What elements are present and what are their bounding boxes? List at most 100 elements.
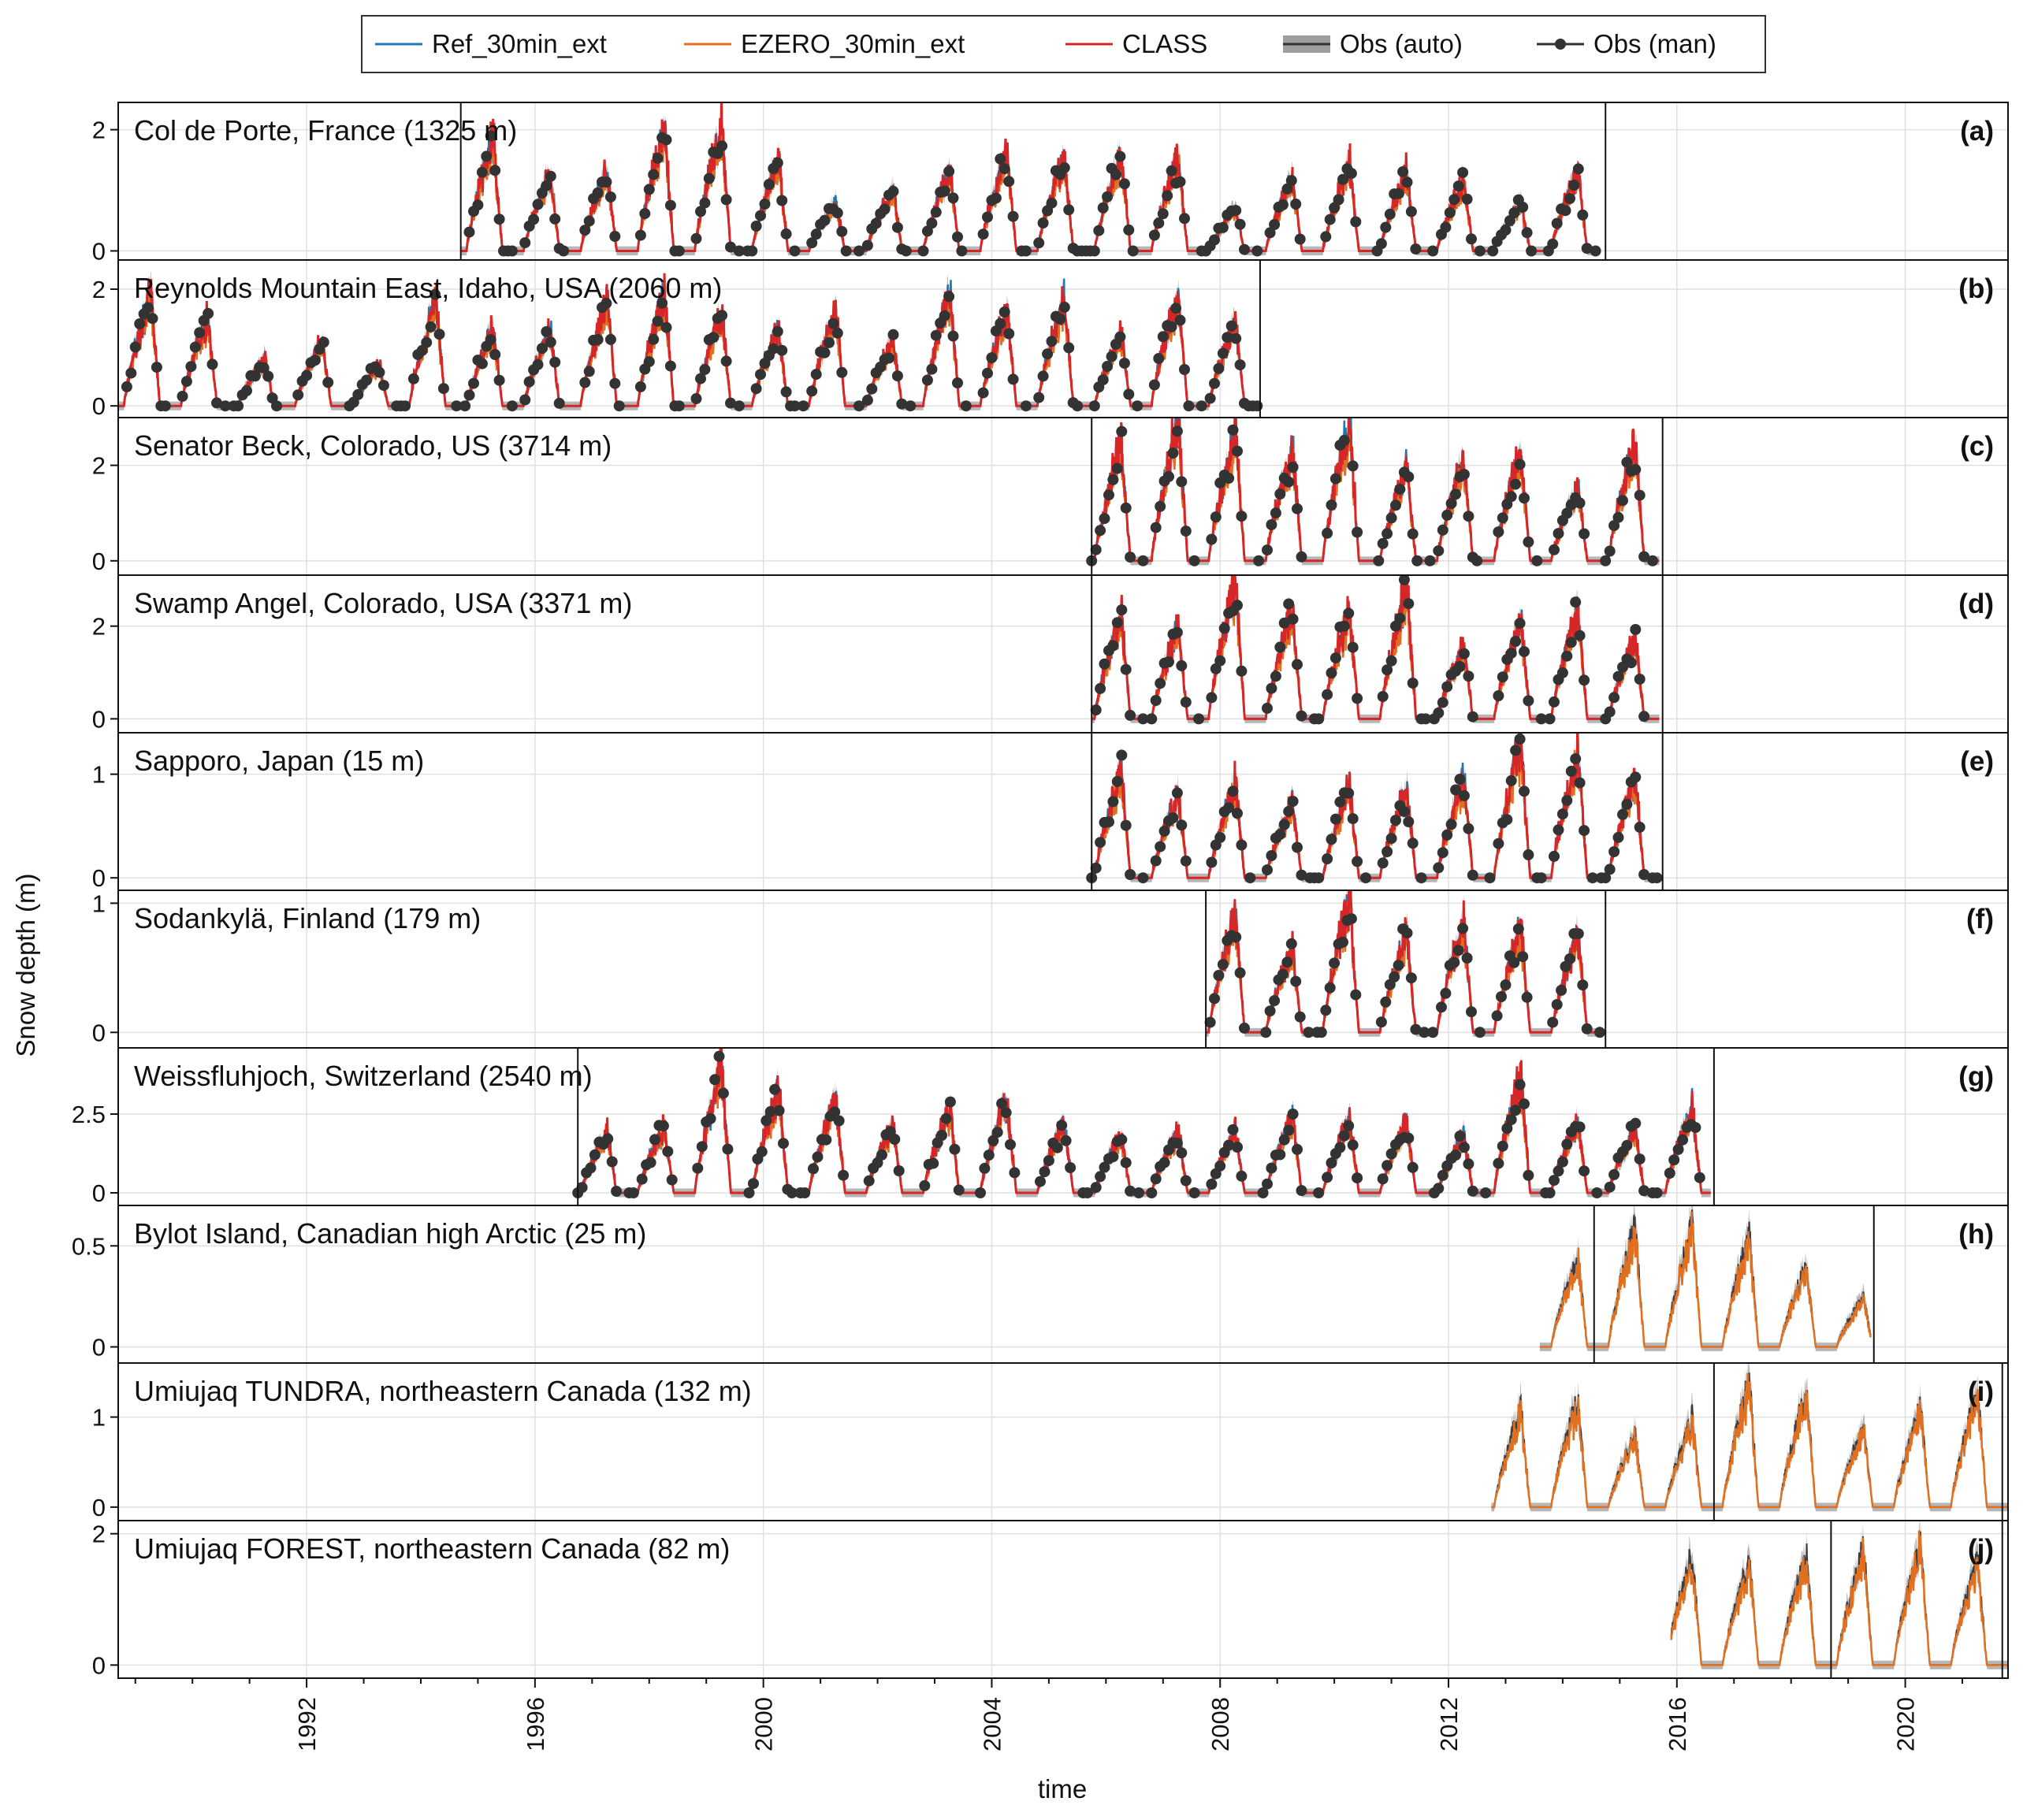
obs-man-point <box>975 1187 986 1198</box>
obs-man-point <box>889 1134 901 1145</box>
obs-man-point <box>1171 425 1183 437</box>
obs-man-point <box>121 381 132 392</box>
obs-man-point <box>1329 473 1341 485</box>
obs-man-point <box>583 366 595 377</box>
obs-man-point <box>789 245 801 257</box>
obs-man-point <box>1102 361 1114 372</box>
obs-man-point <box>1630 1117 1642 1129</box>
obs-man-point <box>657 1120 669 1131</box>
obs-man-point <box>1163 656 1174 667</box>
obs-man-point <box>1617 808 1628 820</box>
plot-area <box>1086 733 1663 884</box>
obs-man-point <box>1668 1154 1680 1166</box>
obs-man-point <box>695 373 706 384</box>
obs-man-point <box>1347 813 1359 825</box>
obs-man-point <box>1262 1178 1273 1190</box>
obs-man-point <box>219 400 231 412</box>
obs-man-point <box>1463 1158 1474 1170</box>
obs-man-point <box>129 341 141 353</box>
plot-area <box>1090 575 1660 725</box>
obs-man-point <box>1677 1134 1689 1146</box>
obs-man-point <box>883 352 894 364</box>
obs-man-point <box>1180 526 1192 537</box>
obs-man-point <box>536 343 548 355</box>
obs-man-point <box>1251 400 1263 412</box>
obs-man-point <box>746 245 758 257</box>
obs-man-point <box>1393 188 1404 199</box>
obs-man-point <box>699 197 711 209</box>
obs-man-point <box>1390 500 1401 511</box>
obs-man-point <box>1046 197 1058 209</box>
obs-man-point <box>1672 1143 1684 1155</box>
obs-man-point <box>1561 1138 1573 1150</box>
series-ezero-30min-ext <box>1491 1372 2008 1509</box>
obs-man-point <box>1324 982 1336 994</box>
obs-man-point <box>1377 1173 1389 1185</box>
obs-man-point <box>819 347 831 358</box>
plot-area <box>1491 1363 2008 1512</box>
obs-man-point <box>1407 528 1419 540</box>
obs-man-point <box>1333 194 1344 206</box>
legend-entry: Obs (man) <box>1537 29 1716 58</box>
obs-man-point <box>1694 1172 1705 1183</box>
obs-man-point <box>519 394 531 406</box>
obs-man-point <box>1380 221 1392 233</box>
obs-man-point <box>1377 691 1389 702</box>
obs-man-point <box>134 318 146 329</box>
obs-man-point <box>1625 657 1637 669</box>
obs-man-point <box>1227 424 1239 436</box>
obs-man-point <box>1163 470 1174 482</box>
obs-man-point <box>1290 975 1302 987</box>
obs-man-point <box>1116 425 1128 437</box>
obs-man-point <box>1343 1120 1355 1131</box>
obs-man-point <box>1505 648 1517 659</box>
obs-man-point <box>1604 864 1616 875</box>
obs-man-point <box>159 400 171 412</box>
obs-man-point <box>1111 617 1123 629</box>
obs-man-point <box>601 297 612 309</box>
obs-man-point <box>1347 641 1359 653</box>
obs-man-point <box>743 1187 755 1198</box>
obs-man-point <box>1551 999 1563 1010</box>
obs-man-point <box>1493 1157 1504 1169</box>
obs-man-point <box>1519 786 1530 797</box>
obs-man-point <box>468 377 479 389</box>
obs-man-point <box>1125 552 1136 563</box>
obs-man-point <box>1035 1176 1046 1187</box>
obs-man-point <box>1232 600 1243 611</box>
obs-man-point <box>1577 209 1589 221</box>
obs-man-point <box>952 377 963 388</box>
obs-man-point <box>1375 238 1387 250</box>
obs-man-point <box>831 207 843 219</box>
obs-man-point <box>1638 1185 1650 1197</box>
obs-man-point <box>1519 1098 1530 1110</box>
obs-man-point <box>1157 331 1169 343</box>
obs-man-point <box>717 1087 729 1099</box>
obs-man-point <box>1577 979 1589 991</box>
obs-man-point <box>662 1146 674 1157</box>
obs-man-point <box>722 1143 734 1155</box>
obs-man-point <box>1553 824 1564 836</box>
obs-man-point <box>189 341 201 353</box>
obs-man-point <box>1123 388 1135 400</box>
obs-man-point <box>1373 555 1385 566</box>
obs-man-point <box>232 400 244 412</box>
obs-man-point <box>891 370 903 382</box>
obs-man-point <box>1313 872 1325 884</box>
obs-man-point <box>1497 671 1508 683</box>
obs-man-point <box>648 169 660 180</box>
y-tick-label: 0 <box>92 864 106 892</box>
obs-man-point <box>1253 555 1265 566</box>
obs-man-point <box>1294 1011 1306 1023</box>
obs-man-point <box>377 380 389 392</box>
obs-man-point <box>780 386 792 398</box>
obs-man-point <box>1125 1185 1136 1197</box>
obs-man-point <box>1581 1023 1593 1034</box>
obs-man-point <box>1232 808 1243 819</box>
obs-man-point <box>1155 500 1166 512</box>
obs-man-point <box>991 1127 1003 1138</box>
obs-man-point <box>1407 678 1419 689</box>
obs-man-point <box>768 343 779 355</box>
legend-label: Ref_30min_ext <box>432 29 607 58</box>
